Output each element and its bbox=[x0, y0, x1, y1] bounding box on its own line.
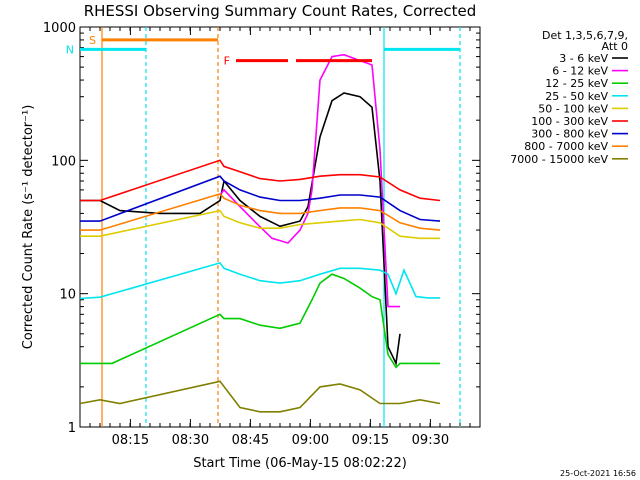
x-tick-label: 09:15 bbox=[352, 433, 389, 448]
y-tick-label: 1 bbox=[68, 421, 76, 436]
mode-bars: S N F bbox=[66, 34, 460, 68]
legend-label: 800 - 7000 keV bbox=[524, 140, 608, 153]
series-line bbox=[79, 380, 441, 413]
y-tick-label: 100 bbox=[51, 154, 76, 169]
legend-label: 7000 - 15000 keV bbox=[510, 153, 608, 166]
mode-bar-label: N bbox=[66, 43, 74, 56]
series-line bbox=[80, 209, 440, 240]
x-axis: 08:15 08:30 08:45 09:00 09:15 09:30 bbox=[79, 27, 481, 448]
legend-label: 25 - 50 keV bbox=[545, 90, 608, 103]
legend-label: 12 - 25 keV bbox=[545, 77, 608, 90]
x-axis-label: Start Time (06-May-15 08:02:22) bbox=[193, 456, 407, 471]
y-tick-label: 10 bbox=[59, 288, 76, 303]
y-axis: 1 10 100 1000 bbox=[43, 21, 480, 436]
y-tick-label: 1000 bbox=[43, 21, 76, 36]
x-tick-label: 08:30 bbox=[172, 433, 209, 448]
series-group bbox=[79, 53, 441, 413]
footer-timestamp: 25-Oct-2021 16:56 bbox=[560, 469, 636, 478]
series-line bbox=[80, 92, 401, 367]
legend-label: 100 - 300 keV bbox=[531, 115, 608, 128]
series-line bbox=[219, 53, 400, 308]
x-tick-label: 08:45 bbox=[232, 433, 269, 448]
x-tick-label: 08:15 bbox=[112, 433, 149, 448]
y-axis-label: Corrected Count Rate (s⁻¹ detector⁻¹) bbox=[21, 105, 36, 350]
x-tick-label: 09:30 bbox=[412, 433, 449, 448]
series-line bbox=[80, 159, 441, 202]
legend-header: Det 1,3,5,6,7,9, bbox=[542, 29, 628, 42]
series-line bbox=[79, 261, 440, 300]
legend-header: Att 0 bbox=[602, 40, 628, 53]
legend-label: 50 - 100 keV bbox=[538, 102, 608, 115]
legend-label: 6 - 12 keV bbox=[552, 65, 608, 78]
legend-label: 300 - 800 keV bbox=[531, 128, 608, 141]
chart-title: RHESSI Observing Summary Count Rates, Co… bbox=[84, 2, 477, 20]
mode-bar-label: F bbox=[224, 55, 230, 68]
series-line bbox=[80, 192, 441, 231]
series-line bbox=[80, 273, 440, 369]
legend-label: 3 - 6 keV bbox=[559, 52, 608, 65]
series-line bbox=[80, 175, 441, 222]
x-tick-label: 09:00 bbox=[292, 433, 329, 448]
mode-bar-label: S bbox=[89, 34, 96, 47]
mode-vlines bbox=[101, 27, 461, 427]
